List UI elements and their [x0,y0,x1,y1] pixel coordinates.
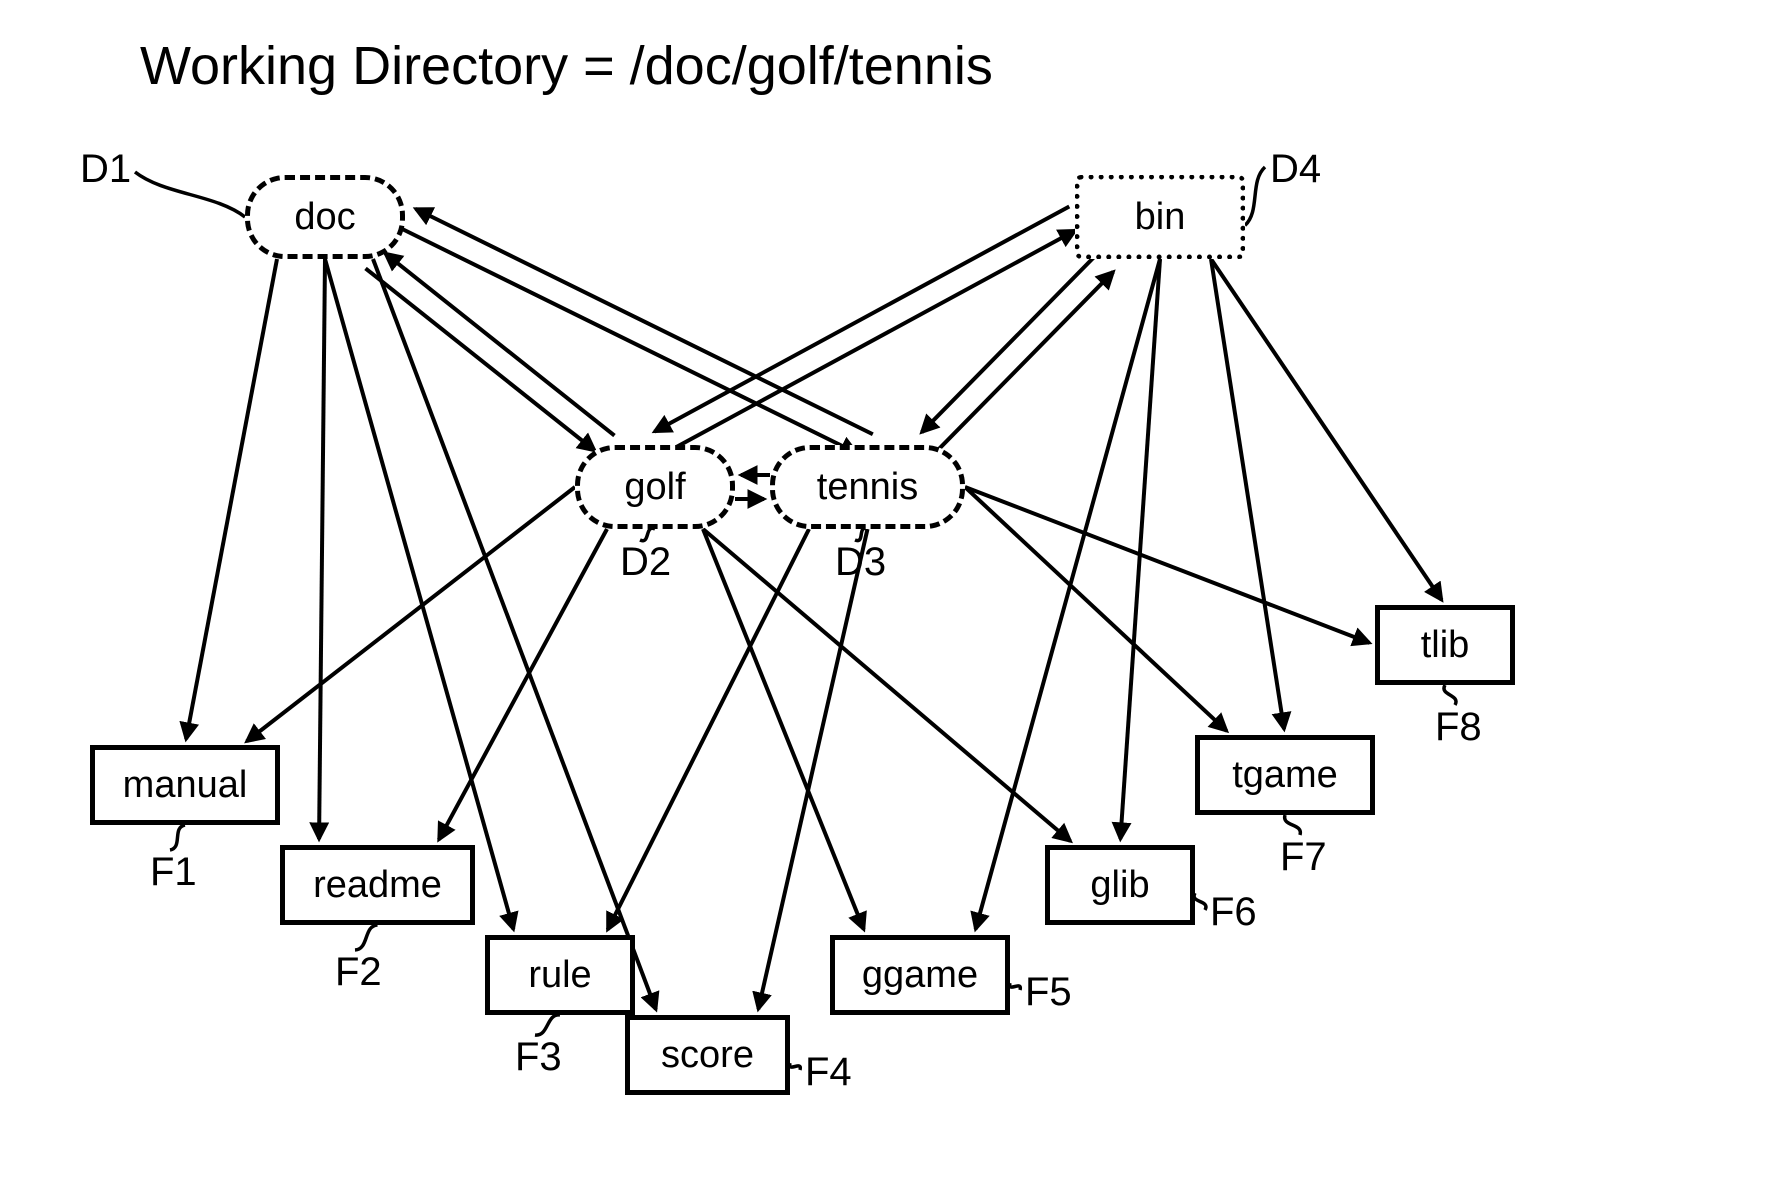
callout-label: D1 [80,147,131,192]
edge-arrow [325,259,513,929]
callout-label: D3 [835,540,886,585]
file-node-tlib: tlib [1375,605,1515,685]
node-label: tlib [1421,624,1470,667]
node-label: manual [123,764,248,807]
edge-arrow [655,206,1070,431]
callout-connector [1444,685,1456,705]
node-label: score [661,1034,754,1077]
callout-label: D2 [620,540,671,585]
edge-arrow [935,272,1114,454]
callout-label: F2 [335,950,382,995]
edge-arrow [1211,259,1284,729]
callout-label: F6 [1210,890,1257,935]
file-node-tgame: tgame [1195,735,1375,815]
callout-label: F1 [150,850,197,895]
edge-arrow [922,251,1101,433]
dir-node-doc: doc [245,175,405,259]
dir-node-tennis: tennis [770,445,965,529]
callout-connector [1245,167,1265,225]
node-label: rule [528,954,591,997]
edge-arrow [400,228,857,453]
file-node-ggame: ggame [830,935,1010,1015]
edge-arrow [319,259,325,839]
edge-arrow [439,529,607,840]
edge-arrow [1211,259,1442,600]
callout-label: F8 [1435,705,1482,750]
diagram-title: Working Directory = /doc/golf/tennis [140,35,993,97]
edge-arrow [661,230,1076,455]
callout-connector [170,825,185,850]
file-node-manual: manual [90,745,280,825]
node-label: readme [313,864,442,907]
callout-label: D4 [1270,147,1321,192]
callout-connector [790,1063,801,1070]
callout-label: F4 [805,1050,852,1095]
callout-connector [1010,983,1021,990]
callout-label: F7 [1280,835,1327,880]
node-label: doc [294,196,355,239]
edge-arrow [965,487,1227,731]
node-label: bin [1135,196,1186,239]
dir-node-bin: bin [1075,175,1245,259]
edge-arrow [703,529,864,929]
node-label: ggame [862,954,978,997]
callout-label: F5 [1025,970,1072,1015]
file-node-glib: glib [1045,845,1195,925]
file-node-readme: readme [280,845,475,925]
callout-connector [1194,893,1206,910]
edge-arrow [186,259,277,739]
node-label: golf [624,466,685,509]
callout-connector [640,528,655,540]
edge-arrow [976,259,1160,929]
node-label: tgame [1232,754,1338,797]
edge-arrow [416,209,873,434]
edge-arrow [366,268,595,450]
node-label: glib [1090,864,1149,907]
edge-arrow [247,487,575,741]
edge-arrow [703,529,1070,841]
edge-arrow [965,487,1369,643]
file-node-rule: rule [485,935,635,1015]
edge-arrow [385,253,614,435]
edge-arrow [608,529,809,930]
dir-node-golf: golf [575,445,735,529]
node-label: tennis [817,466,918,509]
diagram-stage: Working Directory = /doc/golf/tennis doc… [0,0,1766,1190]
callout-connector [535,1015,560,1035]
callout-connector [355,925,378,950]
callout-label: F3 [515,1035,562,1080]
callout-connector [135,172,245,217]
file-node-score: score [625,1015,790,1095]
callout-connector [1285,815,1301,835]
